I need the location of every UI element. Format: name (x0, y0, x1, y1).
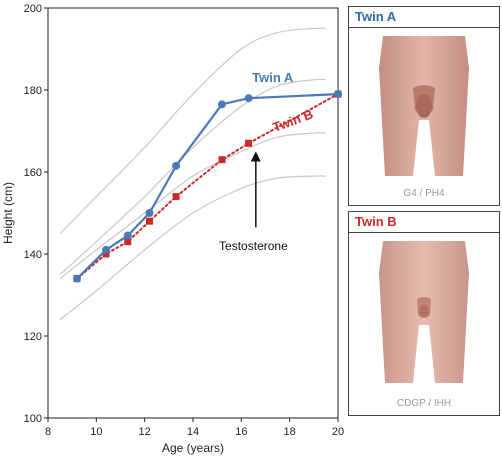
y-tick-label: 120 (24, 331, 42, 343)
twin-b-line (76, 93, 339, 280)
twin-a-point (123, 231, 132, 240)
twin-b-panel: Twin B CDGP / IHH (348, 211, 500, 416)
x-tick-label: 8 (45, 426, 51, 438)
twin-a-panel-caption: G4 / PH4 (403, 188, 445, 199)
twin-b-point (245, 139, 253, 147)
y-tick-label: 200 (24, 3, 42, 15)
y-axis-title: Height (cm) (1, 182, 15, 244)
twin-b-panel-caption: CDGP / IHH (396, 398, 452, 409)
twin-a-panel: Twin A G4 / PH4 (348, 6, 500, 206)
reference-curve-2 (59, 78, 326, 275)
twin-a-label: Twin A (252, 70, 294, 85)
ticks: 8 10 12 14 16 18 20 100 120 140 160 180 200 (24, 3, 344, 438)
series-labels: Twin A Twin B (252, 70, 315, 135)
y-tick-label: 140 (24, 249, 42, 261)
reference-curve-1 (59, 27, 326, 234)
twin-b-point (146, 217, 153, 225)
x-tick-label: 12 (139, 426, 151, 438)
twin-a-point (334, 90, 342, 99)
twin-a-genital-stage-illustration (379, 36, 469, 176)
twin-b-genital-stage-illustration (379, 241, 469, 383)
twin-a-point (73, 274, 81, 283)
twin-a-panel-title: Twin A (349, 7, 499, 28)
x-axis-title: Age (years) (162, 441, 224, 455)
testosterone-annotation: Testosterone (219, 151, 288, 253)
twin-b-point (218, 156, 226, 164)
twin-b-point (172, 193, 180, 201)
twin-a-line (76, 93, 339, 280)
series (73, 90, 342, 283)
y-tick-label: 180 (24, 85, 42, 97)
x-tick-label: 16 (235, 426, 247, 438)
twin-a-point (218, 100, 226, 109)
annotation-arrow-head (250, 151, 261, 162)
reference-curve-3 (59, 132, 326, 280)
x-tick-label: 18 (284, 426, 296, 438)
x-tick-label: 10 (90, 426, 102, 438)
twin-a-point (145, 209, 154, 217)
reference-percentile-curves (59, 27, 326, 321)
y-tick-label: 160 (24, 167, 42, 179)
twin-b-point (102, 250, 110, 258)
twin-b-point (124, 238, 132, 246)
annotation-text: Testosterone (219, 239, 288, 253)
x-tick-label: 20 (332, 426, 344, 438)
twin-a-point (102, 245, 110, 254)
twin-b-label: Twin B (271, 106, 315, 134)
twin-b-panel-title: Twin B (349, 212, 499, 233)
reference-curve-4 (59, 175, 326, 321)
twin-a-point (244, 94, 253, 103)
y-tick-label: 100 (24, 413, 42, 425)
twin-a-point (172, 161, 181, 170)
x-tick-label: 14 (187, 426, 199, 438)
